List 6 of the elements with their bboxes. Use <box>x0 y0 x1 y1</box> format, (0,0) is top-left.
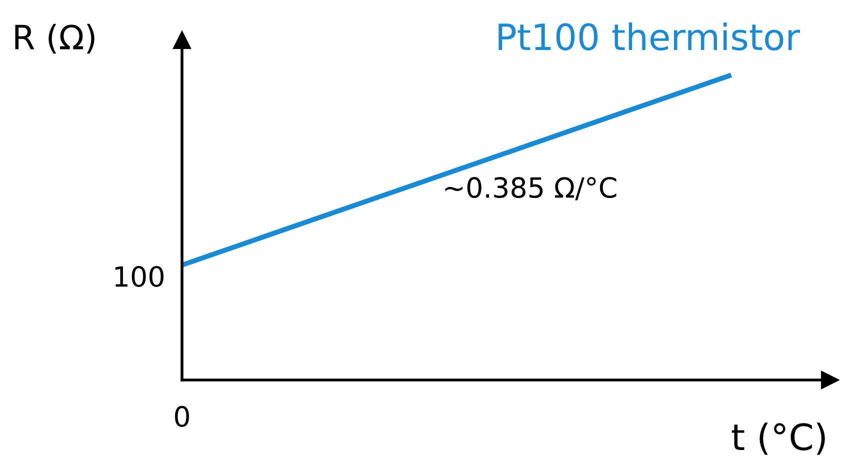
chart-title: Pt100 thermistor <box>498 22 800 50</box>
x-axis-title: t (°C) <box>732 422 825 455</box>
y-axis-title: R (Ω) <box>15 24 94 54</box>
annotation: 100 <box>115 266 164 287</box>
annotation: ~0.385 Ω/°C <box>445 177 616 200</box>
text: 0 <box>174 406 189 427</box>
